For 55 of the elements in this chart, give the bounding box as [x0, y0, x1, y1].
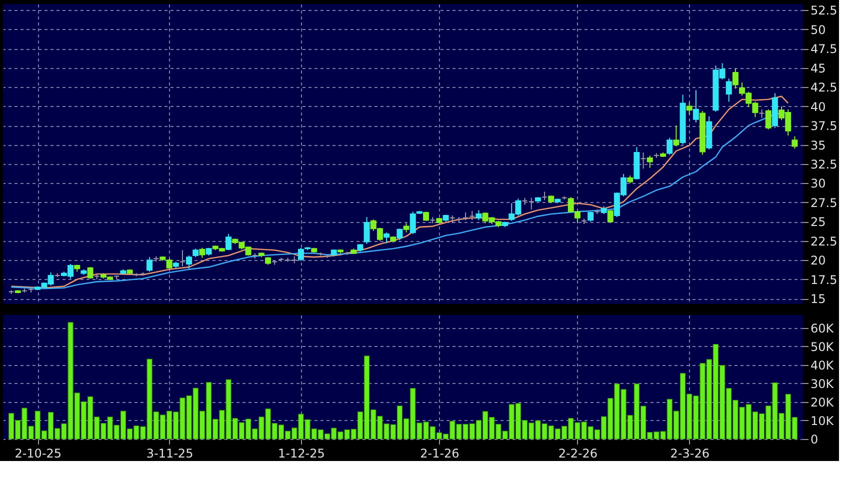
y-tick-label: 22.5: [810, 234, 838, 248]
candlestick: [646, 155, 653, 168]
candlestick: [186, 255, 192, 270]
y-tick-label: 25: [810, 215, 826, 230]
y-tick-label: 52.5: [810, 4, 838, 18]
candlestick: [476, 210, 482, 221]
candlestick: [732, 68, 738, 90]
candlestick: [179, 250, 186, 267]
candlestick: [673, 125, 680, 147]
y-tick-label: 45: [810, 61, 826, 76]
candlestick: [423, 211, 430, 222]
y-tick-label: 40K: [810, 358, 835, 372]
candlestick: [364, 216, 370, 244]
candlestick: [607, 210, 614, 223]
candlestick: [403, 222, 410, 233]
x-tick-label: 1-12-25: [278, 446, 325, 460]
candlestick: [298, 247, 304, 262]
y-tick-label: 50K: [810, 340, 835, 354]
y-tick-label: 47.5: [810, 42, 838, 56]
candlestick: [588, 211, 594, 222]
y-tick-label: 20K: [810, 395, 835, 410]
y-tick-label: 42.5: [810, 80, 838, 95]
x-tick-label: 2-1-26: [420, 446, 460, 460]
y-tick-label: 0: [810, 432, 818, 446]
y-tick-label: 15: [810, 292, 826, 306]
candlestick: [199, 247, 206, 258]
y-tick-label: 60K: [810, 321, 835, 336]
x-tick-label: 2-10-25: [14, 446, 62, 460]
candlestick: [469, 210, 476, 221]
candlestick: [686, 102, 692, 116]
y-tick-label: 32.5: [810, 158, 838, 172]
candlestick: [666, 137, 673, 156]
y-tick-label: 30K: [810, 376, 835, 391]
y-tick-label: 10K: [810, 414, 835, 428]
y-tick-label: 40: [810, 100, 826, 114]
y-tick-label: 17.5: [810, 272, 838, 287]
candlestick: [396, 228, 403, 241]
y-tick-label: 27.5: [810, 196, 838, 210]
candlestick: [384, 232, 390, 244]
candlestick: [410, 211, 416, 234]
y-tick-label: 35: [810, 138, 826, 152]
candlestick: [765, 108, 772, 130]
y-tick-label: 30: [810, 176, 826, 191]
candlestick: [692, 90, 699, 123]
candlestick: [640, 152, 646, 170]
x-tick-label: 2-3-26: [670, 446, 710, 460]
candlestick: [726, 78, 732, 102]
y-tick-label: 20: [810, 254, 826, 268]
candlestick: [146, 256, 153, 272]
y-tick-label: 37.5: [810, 119, 838, 134]
x-tick-label: 3-11-25: [146, 446, 194, 460]
x-tick-label: 2-2-26: [558, 446, 598, 460]
candlestick: [226, 234, 232, 251]
candlestick: [792, 136, 798, 150]
y-tick-label: 50: [810, 22, 826, 37]
